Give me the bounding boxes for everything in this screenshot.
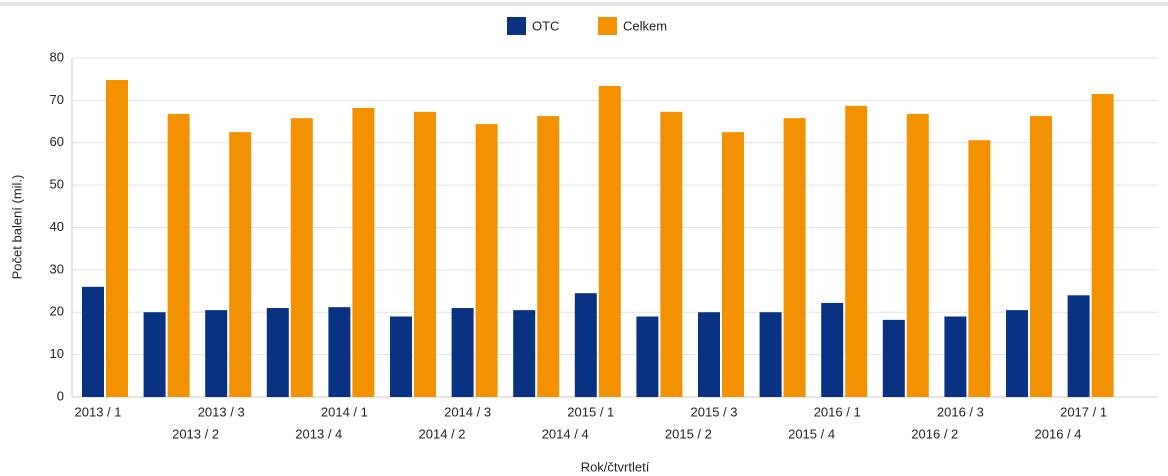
bar bbox=[451, 308, 474, 397]
x-tick-label: 2013 / 1 bbox=[75, 404, 122, 419]
bar bbox=[266, 308, 289, 397]
bar bbox=[660, 111, 683, 397]
y-tick-label: 40 bbox=[50, 219, 64, 234]
bar bbox=[390, 316, 412, 397]
x-tick-label: 2015 / 2 bbox=[665, 426, 712, 441]
bar bbox=[636, 316, 659, 397]
x-axis-title: Rok/čtvrtletí bbox=[581, 459, 650, 474]
x-tick-label: 2016 / 1 bbox=[814, 404, 861, 419]
x-tick-label: 2016 / 3 bbox=[937, 404, 984, 419]
x-tick-label: 2015 / 4 bbox=[788, 426, 835, 441]
bar bbox=[290, 118, 313, 398]
y-tick-label: 10 bbox=[50, 346, 64, 361]
x-tick-label: 2016 / 4 bbox=[1035, 426, 1082, 441]
bar bbox=[598, 85, 621, 397]
bar bbox=[722, 132, 744, 397]
x-tick-label: 2014 / 2 bbox=[419, 426, 466, 441]
bar bbox=[205, 310, 228, 397]
x-tick-label: 2013 / 4 bbox=[295, 426, 342, 441]
bar bbox=[759, 312, 782, 397]
bar bbox=[1006, 310, 1028, 397]
y-tick-label: 60 bbox=[50, 134, 64, 149]
legend-swatch bbox=[507, 17, 526, 35]
x-tick-label: 2014 / 3 bbox=[444, 404, 491, 419]
bar bbox=[537, 116, 560, 398]
legend-label: Celkem bbox=[623, 18, 667, 33]
bar bbox=[944, 316, 967, 397]
bar bbox=[1067, 295, 1090, 397]
y-tick-label: 30 bbox=[50, 261, 64, 276]
legend-swatch bbox=[598, 17, 617, 35]
bar bbox=[82, 286, 104, 397]
bar bbox=[229, 132, 252, 397]
bar bbox=[698, 312, 720, 397]
bar bbox=[882, 319, 905, 397]
x-tick-label: 2016 / 2 bbox=[911, 426, 958, 441]
bar bbox=[143, 312, 166, 397]
y-tick-label: 20 bbox=[50, 304, 64, 319]
y-axis-title: Počet balení (mil.) bbox=[9, 175, 24, 280]
x-tick-label: 2015 / 1 bbox=[567, 404, 614, 419]
bar bbox=[328, 307, 351, 397]
bar bbox=[1030, 116, 1052, 398]
top-rule bbox=[0, 2, 1168, 6]
bar bbox=[1091, 94, 1114, 398]
bar bbox=[167, 113, 190, 397]
bar bbox=[821, 302, 844, 397]
y-tick-label: 80 bbox=[50, 49, 64, 64]
y-tick-label: 50 bbox=[50, 177, 64, 192]
x-tick-label: 2014 / 4 bbox=[542, 426, 589, 441]
bar bbox=[906, 113, 929, 397]
bar bbox=[414, 111, 436, 397]
bar bbox=[513, 310, 536, 397]
bar bbox=[968, 140, 991, 397]
y-tick-label: 0 bbox=[57, 388, 64, 403]
bar bbox=[352, 108, 375, 397]
legend-label: OTC bbox=[532, 18, 559, 33]
bar bbox=[475, 124, 498, 397]
x-tick-label: 2017 / 1 bbox=[1060, 404, 1107, 419]
bar bbox=[574, 293, 597, 397]
x-tick-label: 2013 / 2 bbox=[172, 426, 219, 441]
x-tick-label: 2015 / 3 bbox=[691, 404, 738, 419]
bar bbox=[783, 118, 806, 398]
x-tick-label: 2013 / 3 bbox=[198, 404, 245, 419]
bar bbox=[106, 80, 128, 397]
x-tick-label: 2014 / 1 bbox=[321, 404, 368, 419]
bar bbox=[845, 105, 868, 397]
y-tick-label: 70 bbox=[50, 92, 64, 107]
